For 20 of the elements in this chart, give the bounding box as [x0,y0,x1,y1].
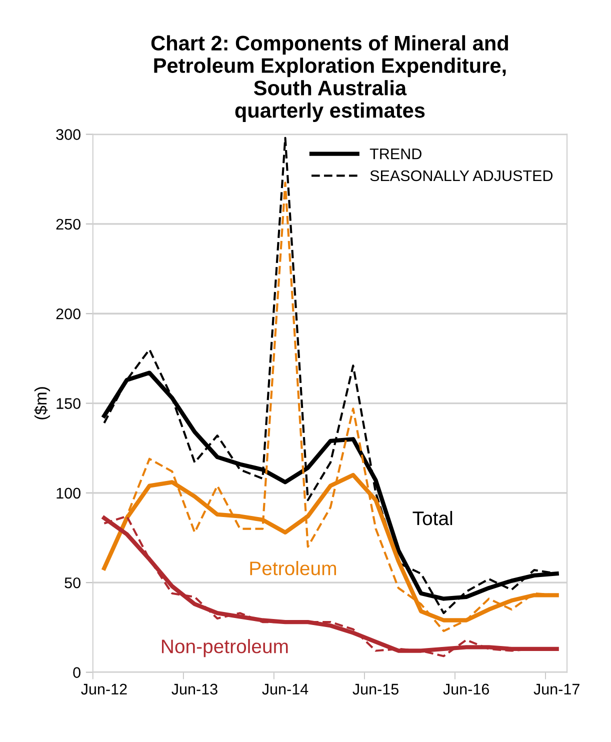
chart-title: Chart 2: Components of Mineral and Petroleum Exploration Expenditure, South Australia quarterly estimates [151,35,508,122]
annotation: Non-petroleum [162,638,288,658]
legend-label: SEASONALLY ADJUSTED [370,170,553,182]
y-tick-label: 50 [64,577,80,588]
y-tick-label: 0 [73,667,80,678]
legend-label: TREND [370,148,422,160]
x-tick-label: Jun-12 [81,684,127,695]
y-tick-label: 150 [56,398,80,409]
x-tick-label: Jun-13 [172,684,218,695]
y-axis-title: ($m) [34,387,50,420]
annotation: Total [412,510,452,526]
y-tick-label: 250 [56,218,80,230]
x-tick-label: Jun-16 [443,684,489,695]
x-tick-label: Jun-17 [534,684,580,695]
annotation: Petroleum [250,560,336,576]
y-tick-label: 100 [56,488,80,499]
x-tick-label: Jun-14 [262,684,308,695]
y-tick-label: 200 [56,308,80,320]
y-tick-label: 300 [56,129,80,140]
x-tick-label: Jun-15 [352,684,398,695]
